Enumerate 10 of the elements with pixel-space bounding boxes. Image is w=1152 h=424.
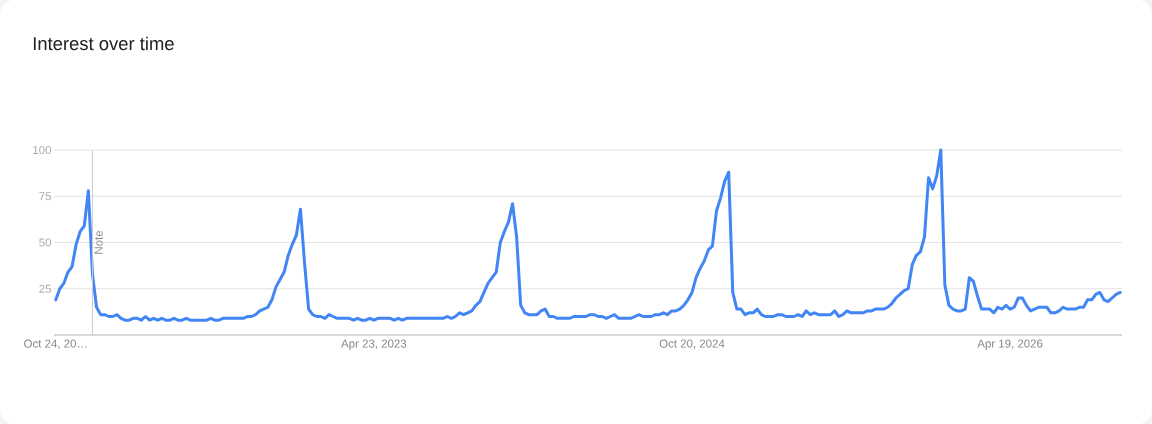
x-tick-label: Oct 24, 20… <box>24 339 87 349</box>
x-tick-label: Apr 19, 2026 <box>977 339 1043 350</box>
y-tick-label: 100 <box>33 145 52 155</box>
y-tick-label: 50 <box>39 238 52 247</box>
ref-line-label: Note <box>94 230 103 254</box>
x-tick-label: Oct 20, 2024 <box>659 339 725 349</box>
x-tick-label: Apr 23, 2023 <box>341 339 407 350</box>
y-tick-label: 25 <box>39 284 51 293</box>
chart-title: Interest over time <box>33 36 174 51</box>
y-tick-label: 75 <box>39 192 51 201</box>
